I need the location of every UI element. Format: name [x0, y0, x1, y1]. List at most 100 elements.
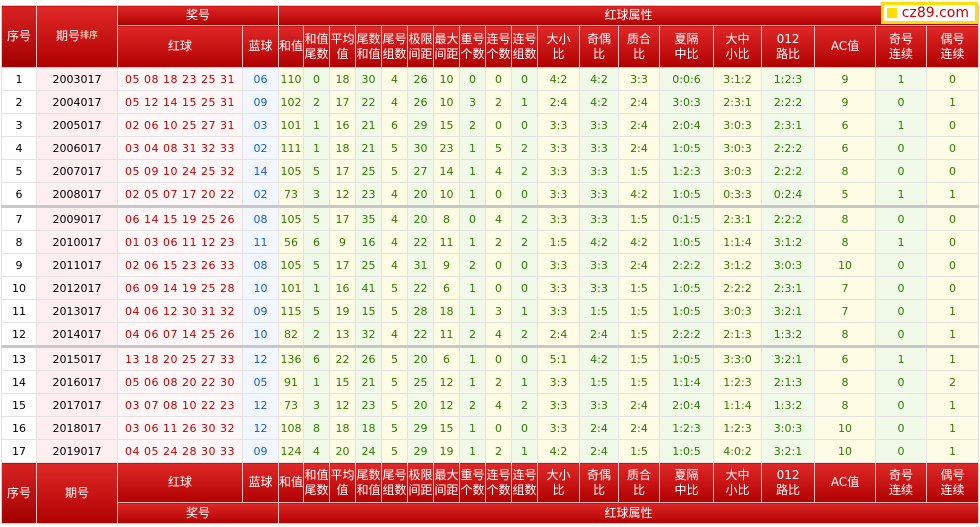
- attr-value: 3:1:2: [761, 230, 816, 254]
- attr-header-text: 连号组数: [512, 31, 537, 61]
- attr-value: 3:3: [537, 205, 581, 231]
- red-ball: 07: [163, 187, 178, 201]
- attr-value: 105: [278, 253, 305, 277]
- attr-value: 0: [875, 159, 928, 183]
- attr-header: 和值尾数: [303, 462, 331, 503]
- attr-value: 1:3:2: [761, 322, 816, 347]
- red-balls: 03 04 08 31 32 33: [117, 136, 243, 160]
- attr-value: 1:5: [618, 299, 661, 323]
- red-ball: 06: [125, 281, 140, 295]
- attr-value: 110: [278, 67, 305, 91]
- attr-value: 3:3:0: [713, 345, 763, 371]
- attr-value: 12: [433, 370, 461, 394]
- red-balls: 06 09 14 19 25 28: [117, 276, 243, 300]
- attr-value: 2:4: [618, 136, 661, 160]
- attr-value: 1:5: [579, 370, 620, 394]
- attr-header-text: 和值: [279, 39, 304, 53]
- prize-group-header: 奖号: [116, 5, 280, 26]
- blue-ball: 14: [241, 159, 280, 183]
- attr-header-text: 大小比: [546, 31, 571, 61]
- attr-value: 4:2: [618, 182, 661, 207]
- attr-value: 0: [926, 67, 980, 91]
- attr-value: 2: [511, 230, 539, 254]
- blue-ball: 09: [241, 90, 280, 114]
- attr-header: 和值尾数: [303, 25, 331, 68]
- attr-header: 尾号组数: [381, 462, 409, 503]
- data-row: 12 2014017 04 06 07 14 25 26 10 82 2 13 32 4 22 11 2 4 2 2:…: [1, 322, 980, 347]
- attr-value: 108: [278, 416, 305, 440]
- red-ball: 04: [125, 444, 140, 458]
- red-ball: 22: [201, 375, 216, 389]
- attr-header-text: 和值尾数: [304, 31, 329, 61]
- red-ball: 23: [220, 398, 235, 412]
- red-ball: 09: [144, 281, 159, 295]
- attr-value: 2:4: [537, 90, 581, 114]
- attr-value: 91: [278, 370, 305, 394]
- red-ball: 18: [144, 352, 159, 366]
- attr-group-header: 红球属性: [278, 5, 980, 26]
- row-no: 7: [1, 205, 37, 231]
- attr-value: 3:3: [537, 159, 581, 183]
- attr-value: 0: [875, 416, 928, 440]
- attr-value: 27: [407, 159, 435, 183]
- attr-value: 5:1: [537, 345, 581, 371]
- issue: 2003017: [36, 67, 118, 91]
- attr-value: 2:2:2: [659, 253, 715, 277]
- data-row: 5 2007017 05 09 10 24 25 32 14 105 5 17 25 5 27 14 1 4 2 3:…: [1, 159, 980, 183]
- red-ball: 11: [182, 235, 197, 249]
- attr-value: 3:0:3: [761, 253, 816, 277]
- attr-value: 6: [814, 113, 877, 137]
- attr-header-text: 质合比: [627, 467, 652, 497]
- attr-value: 1: [926, 322, 980, 347]
- attr-value: 5: [381, 276, 409, 300]
- attr-value: 0: [485, 113, 513, 137]
- data-row: 1 2003017 05 08 18 23 25 31 06 110 0 18 30 4 26 10 0 0 0 4:…: [1, 67, 980, 91]
- attr-value: 11: [433, 230, 461, 254]
- attr-value: 3:1:2: [713, 253, 763, 277]
- attr-header-text: 大小比: [546, 467, 571, 497]
- issue: 2012017: [36, 276, 118, 300]
- attr-header-text: 重号个数: [460, 467, 485, 497]
- attr-header: 连号组数: [511, 25, 539, 68]
- issue: 2007017: [36, 159, 118, 183]
- red-ball: 20: [182, 375, 197, 389]
- attr-value: 5: [485, 136, 513, 160]
- blue-ball: 03: [241, 113, 280, 137]
- red-ball: 14: [144, 212, 159, 226]
- attr-value: 2: [485, 439, 513, 463]
- attr-value: 20: [407, 393, 435, 417]
- attr-value: 4:2: [537, 67, 581, 91]
- attr-value: 3:0:3: [713, 299, 763, 323]
- prize-group-footer: 奖号: [116, 502, 280, 524]
- attr-value: 15: [355, 299, 383, 323]
- red-ball: 12: [201, 235, 216, 249]
- red-ball: 20: [163, 352, 178, 366]
- attr-value: 25: [407, 370, 435, 394]
- row-no: 16: [1, 416, 37, 440]
- attr-value: 3: [303, 393, 331, 417]
- attr-value: 3:0:3: [761, 416, 816, 440]
- red-ball: 32: [220, 421, 235, 435]
- attr-value: 1:5: [618, 159, 661, 183]
- attr-value: 1:0:5: [659, 230, 715, 254]
- attr-value: 6: [814, 136, 877, 160]
- attr-value: 4:2: [537, 439, 581, 463]
- attr-value: 0: [875, 370, 928, 394]
- attr-value: 17: [329, 253, 357, 277]
- attr-value: 2:3:1: [761, 113, 816, 137]
- red-ball: 06: [125, 212, 140, 226]
- red-ball: 31: [220, 72, 235, 86]
- no-footer: 序号: [1, 462, 37, 524]
- attr-header-text: 平均值: [330, 467, 355, 497]
- attr-value: 8: [814, 205, 877, 231]
- sort-button[interactable]: 排序: [80, 31, 99, 41]
- attr-value: 0: [485, 345, 513, 371]
- attr-header: 极限间距: [407, 25, 435, 68]
- attr-header: 奇号连续: [875, 462, 928, 503]
- red-ball: 30: [201, 421, 216, 435]
- row-no: 1: [1, 67, 37, 91]
- attr-value: 23: [355, 393, 383, 417]
- attr-value: 5: [303, 205, 331, 231]
- red-ball: 26: [220, 327, 235, 341]
- attr-value: 0: [511, 345, 539, 371]
